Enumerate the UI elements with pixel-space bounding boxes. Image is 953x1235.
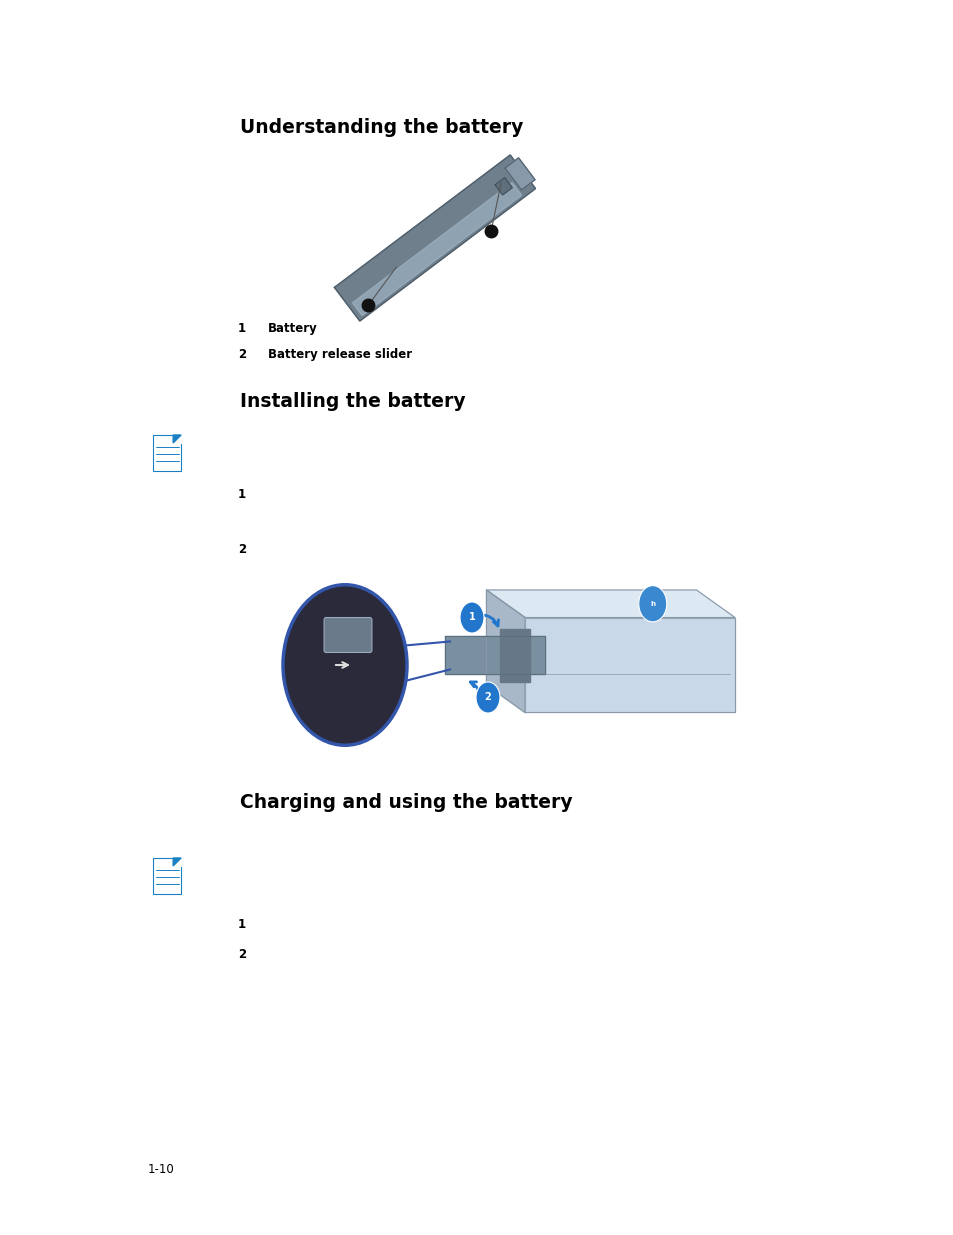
Text: 2: 2 — [237, 348, 246, 361]
FancyBboxPatch shape — [324, 618, 372, 652]
Polygon shape — [444, 636, 544, 674]
Polygon shape — [173, 435, 181, 443]
Polygon shape — [524, 618, 734, 713]
Circle shape — [283, 584, 407, 745]
Text: 2: 2 — [237, 543, 246, 556]
Text: h: h — [650, 600, 655, 606]
Circle shape — [459, 601, 483, 634]
Polygon shape — [335, 156, 535, 321]
Polygon shape — [486, 590, 524, 713]
Polygon shape — [486, 590, 734, 618]
Text: 1: 1 — [468, 613, 475, 622]
Text: Battery release slider: Battery release slider — [268, 348, 412, 361]
Text: 1-10: 1-10 — [148, 1163, 174, 1176]
Text: 1: 1 — [237, 918, 246, 931]
Circle shape — [476, 682, 499, 713]
Text: Charging and using the battery: Charging and using the battery — [240, 793, 572, 811]
Polygon shape — [352, 183, 521, 316]
Text: 2: 2 — [237, 948, 246, 961]
FancyBboxPatch shape — [152, 858, 181, 894]
Text: 1: 1 — [237, 488, 246, 501]
Polygon shape — [499, 630, 530, 682]
Polygon shape — [495, 178, 512, 195]
Text: 1: 1 — [237, 322, 246, 335]
Polygon shape — [173, 858, 181, 866]
Text: Battery: Battery — [268, 322, 317, 335]
Circle shape — [639, 585, 666, 622]
FancyBboxPatch shape — [152, 435, 181, 471]
Polygon shape — [173, 858, 181, 866]
Text: Installing the battery: Installing the battery — [240, 391, 465, 411]
Polygon shape — [173, 435, 181, 443]
Text: Understanding the battery: Understanding the battery — [240, 119, 523, 137]
Polygon shape — [504, 158, 535, 190]
Text: 2: 2 — [484, 693, 491, 703]
